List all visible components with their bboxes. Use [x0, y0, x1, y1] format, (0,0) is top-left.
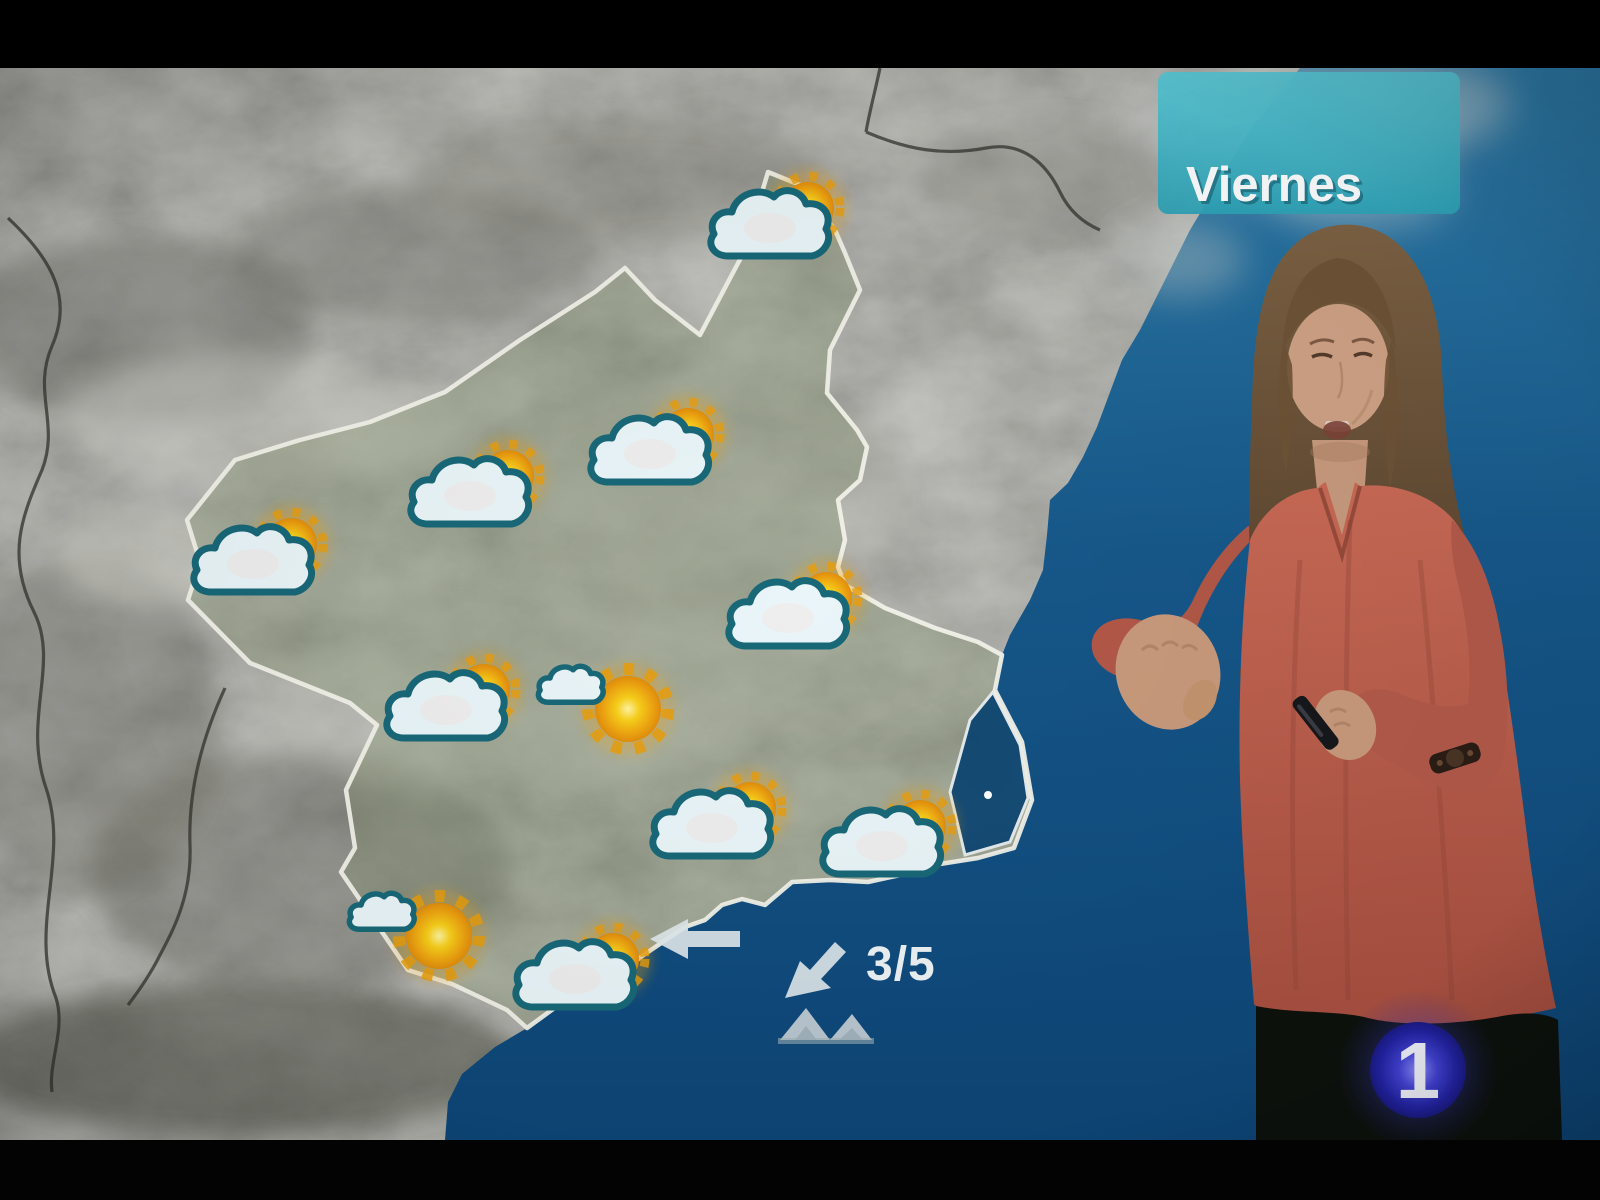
letterbox-top: [0, 0, 1600, 68]
letterbox-bottom: [0, 1140, 1600, 1200]
vignette: [0, 68, 1600, 1140]
